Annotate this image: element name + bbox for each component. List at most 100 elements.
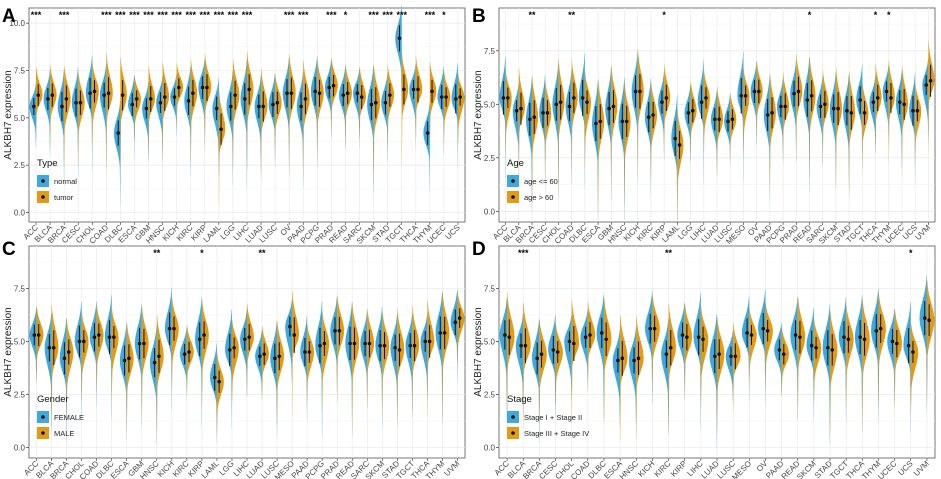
violin-normal (268, 73, 276, 167)
median-point (299, 104, 303, 109)
median-point (846, 337, 851, 342)
median-point (348, 341, 352, 346)
median-point (152, 360, 157, 365)
y-tick-label: 7.5 (484, 47, 496, 56)
median-point (633, 89, 638, 94)
median-point (814, 345, 818, 350)
violin-age > 60 (690, 80, 697, 161)
median-point (673, 136, 677, 141)
violin-tumor (401, 52, 409, 165)
median-point (313, 89, 317, 94)
median-point (632, 358, 636, 363)
legend: Stage Stage I + Stage II Stage III + Stage… (507, 394, 589, 439)
violin-tumor (373, 64, 381, 186)
legend-point (41, 415, 45, 419)
legend-label: age <= 60 (524, 177, 558, 186)
legend-point (41, 195, 45, 199)
median-point (831, 106, 836, 111)
median-point (506, 96, 510, 100)
median-point (458, 95, 462, 99)
violin-normal (226, 70, 233, 186)
y-tick-label: 0.0 (484, 207, 496, 216)
median-point (545, 111, 550, 115)
violin-normal (395, 5, 402, 113)
median-point (862, 337, 867, 342)
median-point (554, 102, 559, 107)
median-point (528, 117, 532, 122)
significance-label: ** (529, 10, 537, 20)
median-point (232, 345, 236, 350)
median-point (532, 115, 537, 119)
y-tick-label: 7.5 (484, 284, 496, 293)
median-point (704, 96, 708, 100)
legend-label: Stage I + Stage II (524, 413, 582, 422)
violin-age > 60 (558, 59, 565, 193)
violin-age > 60 (532, 75, 539, 205)
median-point (50, 93, 55, 97)
panel-label-D: D (472, 239, 486, 260)
violin-age > 60 (835, 67, 842, 191)
violin-age <= 60 (895, 70, 902, 168)
median-point (77, 339, 82, 344)
median-point (46, 97, 50, 101)
median-point (580, 96, 585, 100)
violin-age <= 60 (525, 78, 533, 212)
median-point (830, 348, 835, 352)
median-point (507, 335, 512, 339)
violin-age <= 60 (816, 76, 823, 166)
median-point (322, 341, 327, 346)
median-point (583, 335, 588, 339)
median-point (307, 350, 312, 354)
median-point (289, 91, 294, 96)
violin-tumor (289, 54, 296, 175)
median-point (911, 108, 915, 113)
median-point (874, 329, 879, 333)
violins: ACCBLCA**BRCACESCCHOL**COADDLBCESCAGBMHN… (491, 10, 935, 246)
violin-age > 60 (862, 82, 869, 171)
violin-age <= 60 (658, 72, 665, 160)
legend-point (511, 415, 515, 419)
median-point (130, 102, 135, 107)
median-point (172, 95, 177, 99)
significance-label: *** (31, 10, 42, 20)
violin-tumor (106, 53, 113, 173)
median-point (875, 96, 880, 100)
median-point (624, 119, 629, 124)
violin-age <= 60 (909, 72, 916, 184)
median-point (219, 127, 223, 132)
median-point (257, 104, 261, 109)
violin-age <= 60 (843, 73, 850, 194)
y-axis: 0.0 2.5 5.0 7.5 10.0 (9, 19, 29, 218)
median-point (611, 104, 616, 109)
median-point (599, 331, 604, 335)
y-tick-label: 5.0 (484, 100, 496, 109)
median-point (66, 350, 71, 354)
violin-age > 60 (769, 73, 776, 194)
median-point (453, 97, 458, 101)
median-point (205, 85, 209, 90)
median-point (163, 95, 167, 99)
panel-label-B: B (472, 6, 486, 27)
median-point (793, 333, 798, 337)
y-tick-label: 2.5 (14, 161, 26, 170)
median-point (36, 333, 41, 337)
y-tick-label: 2.5 (484, 154, 496, 163)
violin-age <= 60 (684, 84, 691, 164)
median-point (51, 345, 56, 350)
violin-age <= 60 (777, 78, 784, 160)
median-point (106, 91, 111, 96)
median-point (112, 335, 116, 339)
median-point (607, 106, 611, 111)
median-point (749, 333, 754, 337)
legend-title: Stage (507, 394, 532, 405)
violin-normal (128, 75, 135, 157)
median-point (906, 343, 911, 348)
panel-label-C: C (2, 239, 16, 260)
median-point (858, 335, 862, 339)
median-point (648, 326, 653, 331)
median-point (228, 104, 233, 109)
median-point (792, 91, 796, 96)
median-point (439, 95, 444, 99)
